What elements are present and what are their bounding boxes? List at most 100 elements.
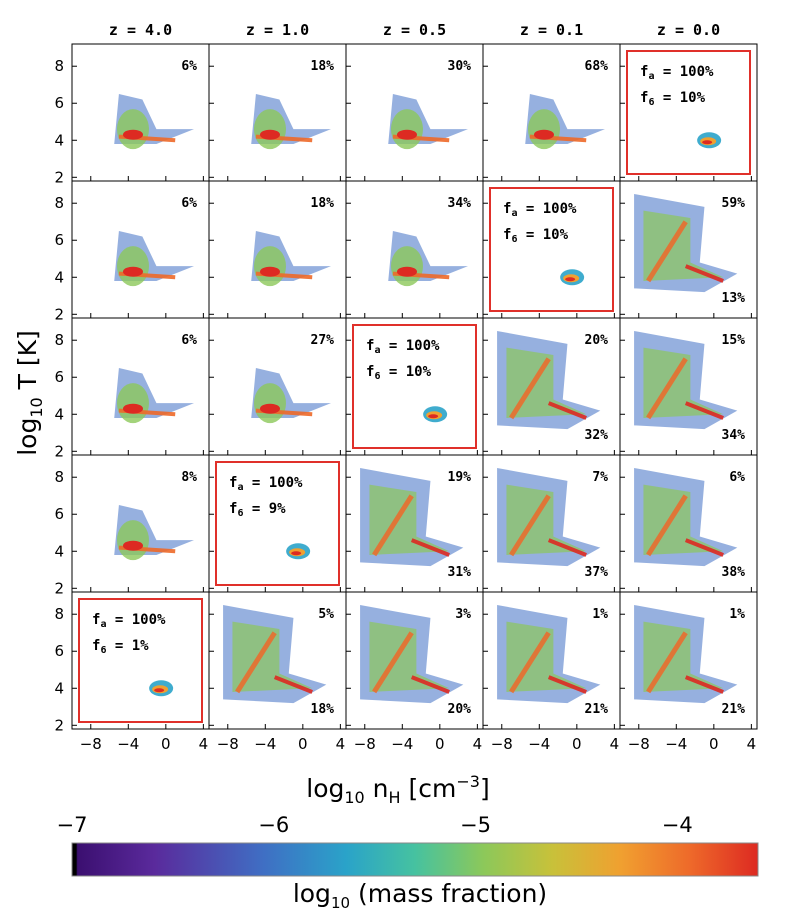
density-ridge (509, 631, 551, 694)
fa-label: fa = 100% (640, 64, 714, 82)
density-ridge (509, 494, 551, 557)
x-tick-label: 0 (709, 735, 719, 753)
x-tick-label: 0 (435, 735, 445, 753)
highlight-box (215, 461, 340, 586)
colorbar (71, 842, 759, 877)
bottom-percentage: 32% (585, 428, 609, 443)
panel: fa = 100% f6 = 9% (208, 454, 347, 593)
density-mid (643, 621, 724, 692)
column-label: z = 0.0 (657, 21, 720, 39)
x-tick-label: −8 (628, 735, 650, 753)
y-tick-label: 2 (54, 305, 64, 323)
highlight-box (352, 324, 477, 449)
panel: 68% (482, 43, 621, 182)
column-label: z = 0.1 (520, 21, 583, 39)
bottom-percentage: 38% (722, 565, 746, 580)
bottom-percentage: 31% (448, 565, 472, 580)
f6-label: f6 = 1% (92, 638, 149, 656)
density-mid (390, 246, 423, 287)
top-percentage: 59% (722, 196, 746, 211)
x-tick-label: 4 (473, 735, 483, 753)
top-percentage: 20% (585, 333, 609, 348)
y-tick-label: 4 (54, 131, 64, 149)
panel: 5% 18% (208, 591, 347, 730)
x-tick-label: −8 (80, 735, 102, 753)
panel: 59% 13% (619, 180, 758, 319)
y-tick-label: 2 (54, 716, 64, 734)
y-tick-label: 6 (54, 642, 64, 660)
f6-label: f6 = 10% (640, 90, 706, 108)
density-peak (396, 266, 417, 277)
panel: 19% 31% (345, 454, 484, 593)
density-peak (122, 129, 143, 140)
top-percentage: 8% (181, 470, 197, 485)
y-tick-label: 8 (54, 468, 64, 486)
f6-label: f6 = 10% (503, 227, 569, 245)
top-percentage: 6% (181, 333, 197, 348)
bottom-percentage: 13% (722, 291, 746, 306)
colorbar-tick-label: −6 (258, 813, 289, 837)
highlight-box (626, 50, 751, 175)
colorbar-gradient (71, 842, 759, 877)
colorbar-tick-label: −4 (662, 813, 693, 837)
x-tick-label: −8 (491, 735, 513, 753)
y-tick-label: 2 (54, 579, 64, 597)
top-percentage: 19% (448, 470, 472, 485)
density-peak (273, 675, 313, 694)
density-peak (122, 266, 143, 277)
y-tick-label: 8 (54, 57, 64, 75)
panel: 15% 34% (619, 317, 758, 456)
highlight-box (489, 187, 614, 312)
panel: 20% 32% (482, 317, 621, 456)
column-label: z = 0.5 (383, 21, 446, 39)
f6-label: f6 = 10% (366, 364, 432, 382)
top-percentage: 6% (181, 59, 197, 74)
density-peak (410, 675, 450, 694)
colorbar-tick-labels: −7 −6 −5 −4 (57, 813, 693, 837)
density-ridge (235, 631, 277, 694)
bottom-percentage: 21% (722, 702, 746, 717)
y-tick-labels: 2 4 6 8 2 4 6 8 2 4 6 8 2 4 6 8 2 4 6 8 (54, 57, 64, 734)
density-mid (643, 347, 724, 418)
bottom-percentage: 21% (585, 702, 609, 717)
top-percentage: 68% (585, 59, 609, 74)
density-mid (506, 484, 587, 555)
y-tick-label: 4 (54, 679, 64, 697)
y-tick-label: 8 (54, 194, 64, 212)
top-percentage: 6% (181, 196, 197, 211)
x-tick-label: −8 (217, 735, 239, 753)
density-mid (643, 484, 724, 555)
density-peak (396, 129, 417, 140)
panel: 8% (71, 454, 210, 593)
density-ridge (372, 494, 414, 557)
panel: 6% (71, 180, 210, 319)
column-labels: z = 4.0 z = 1.0 z = 0.5 z = 0.1 z = 0.0 (109, 21, 720, 39)
bottom-percentage: 18% (311, 702, 335, 717)
density-peak (122, 540, 143, 551)
density-peak (547, 675, 587, 694)
top-percentage: 6% (729, 470, 745, 485)
density-blob-peak (565, 277, 576, 282)
y-tick-label: 2 (54, 168, 64, 186)
fa-label: fa = 100% (366, 338, 440, 356)
density-mid (116, 109, 149, 150)
density-peak (259, 129, 280, 140)
density-mid (643, 210, 724, 281)
top-percentage: 30% (448, 59, 472, 74)
colorbar-tick-label: −7 (57, 813, 88, 837)
fa-label: fa = 100% (503, 201, 577, 219)
x-tick-label: 0 (161, 735, 171, 753)
density-peak (259, 266, 280, 277)
density-peak (684, 538, 724, 557)
panel: fa = 100% f6 = 10% (482, 180, 621, 319)
panel: fa = 100% f6 = 10% (619, 43, 758, 182)
y-axis-title: log10 T [K] (13, 330, 46, 456)
y-tick-label: 4 (54, 542, 64, 560)
density-peak (122, 403, 143, 414)
density-blob-peak (702, 140, 713, 145)
density-mid (506, 621, 587, 692)
panel-grid: 6% 18% 30% 68% fa = 100% f6 = 10% 6% 18% 34% fa =… (71, 43, 758, 730)
panel: fa = 100% f6 = 10% (345, 317, 484, 456)
x-tick-label: 4 (747, 735, 757, 753)
